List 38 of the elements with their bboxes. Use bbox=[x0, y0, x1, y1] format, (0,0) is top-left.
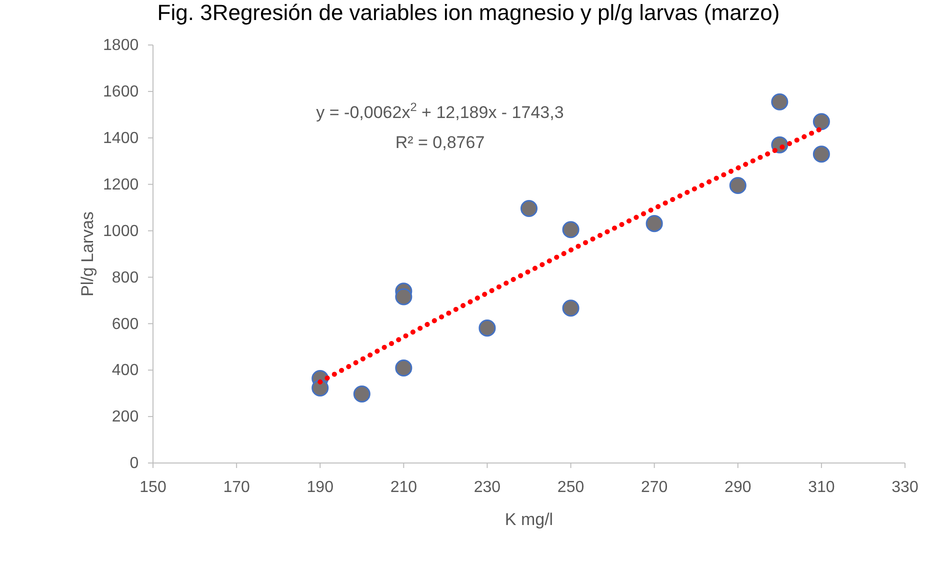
annotation: R² = 0,8767 bbox=[395, 133, 485, 152]
point bbox=[562, 300, 580, 317]
point bbox=[771, 93, 788, 110]
y-axis-title: Pl/g Larvas bbox=[78, 211, 97, 297]
point bbox=[812, 146, 830, 163]
point bbox=[312, 379, 329, 397]
point bbox=[646, 215, 663, 232]
x-tick-label: 270 bbox=[640, 478, 668, 496]
x-tick-label: 190 bbox=[306, 478, 334, 496]
y-tick-label: 1600 bbox=[103, 84, 139, 101]
y-tick-label: 0 bbox=[130, 455, 139, 472]
x-tick-label: 150 bbox=[140, 478, 166, 496]
point bbox=[395, 360, 412, 377]
y-tick-label: 600 bbox=[112, 316, 139, 333]
point bbox=[395, 288, 412, 306]
point bbox=[562, 221, 580, 238]
x-tick-label: 250 bbox=[557, 478, 584, 496]
x-tick-label: 230 bbox=[474, 478, 501, 496]
point bbox=[478, 320, 496, 337]
chart-title: Fig. 3Regresión de variables ion magnesio y pl/g larvas (marzo) bbox=[157, 0, 780, 25]
y-tick-label: 400 bbox=[112, 362, 139, 380]
x-tick-label: 310 bbox=[808, 478, 835, 496]
x-tick-label: 170 bbox=[223, 478, 250, 496]
x-axis-title: K mg/l bbox=[504, 510, 554, 529]
point bbox=[729, 176, 746, 194]
y-tick-label: 200 bbox=[112, 408, 139, 426]
x-tick-label: 210 bbox=[390, 478, 418, 496]
x-tick-label: 330 bbox=[892, 478, 918, 496]
y-tick-label: 1200 bbox=[103, 176, 139, 194]
point bbox=[812, 113, 830, 130]
y-tick-label: 1800 bbox=[103, 37, 139, 54]
y-tick-label: 800 bbox=[112, 269, 139, 286]
point bbox=[353, 386, 370, 403]
annotation: y = -0,0062x$^{2}$ + 12,189x - 1743,3 bbox=[316, 100, 564, 122]
point bbox=[520, 200, 538, 217]
y-tick-label: 1000 bbox=[103, 222, 139, 240]
x-tick-label: 290 bbox=[724, 478, 752, 496]
y-tick-label: 1400 bbox=[103, 130, 139, 148]
